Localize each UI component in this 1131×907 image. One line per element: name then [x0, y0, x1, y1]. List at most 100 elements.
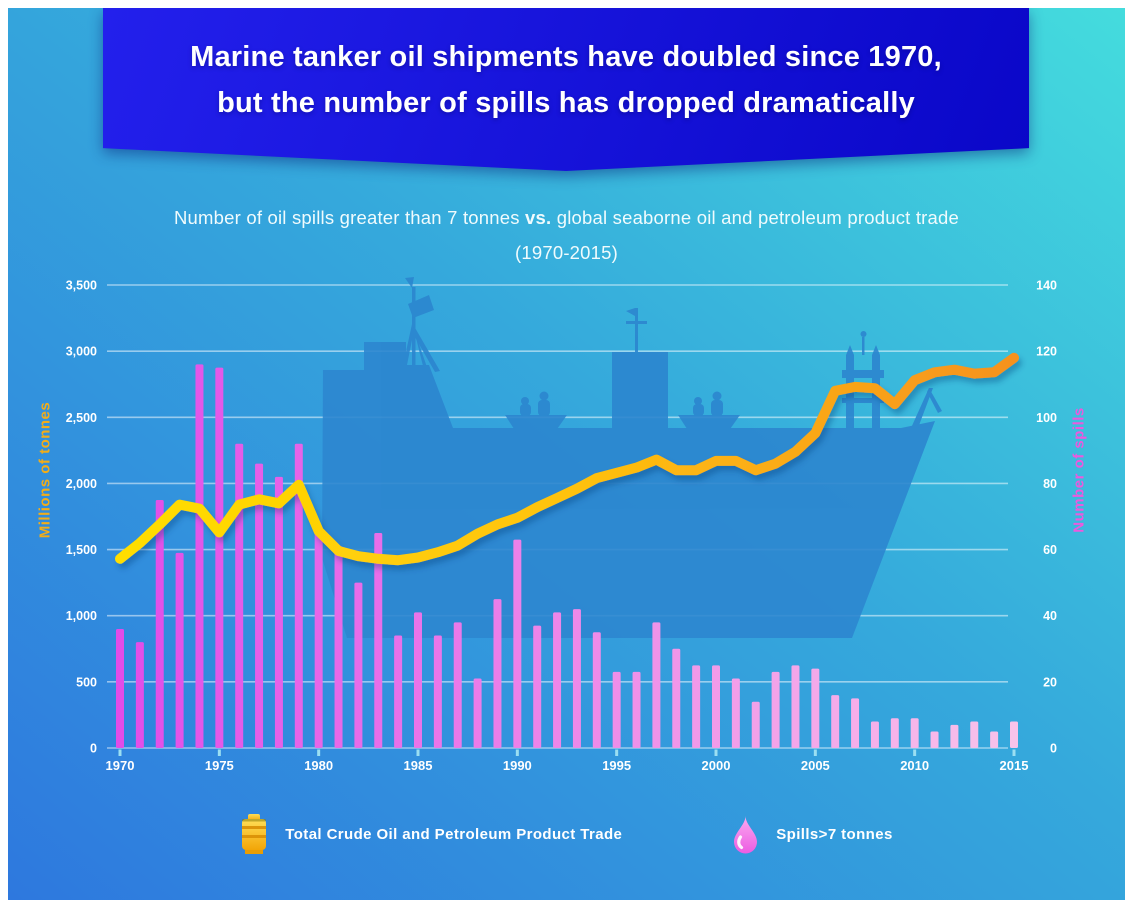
spill-bar [950, 724, 959, 748]
title-banner: Marine tanker oil shipments have doubled… [103, 8, 1029, 171]
legend-item-trade: Total Crude Oil and Petroleum Product Tr… [240, 814, 622, 855]
ship-pennant [405, 277, 414, 288]
page-title: Marine tanker oil shipments have doubled… [103, 35, 1029, 126]
title-banner-wrap: Marine tanker oil shipments have doubled… [103, 8, 1029, 178]
left-axis-tick-label: 0 [90, 742, 97, 756]
oil-drop-icon [734, 815, 758, 853]
subtitle-line: Number of oil spills greater than 7 tonn… [8, 204, 1125, 233]
oil-barrel-icon [242, 814, 267, 854]
left-axis-tick-label: 2,000 [66, 477, 97, 491]
small-boat-1 [505, 415, 567, 432]
right-axis-tick-label: 80 [1043, 477, 1057, 491]
x-axis-label: 1975 [205, 758, 234, 773]
ship-radar [408, 295, 434, 318]
spill-bar [731, 678, 740, 748]
title-line-1: Marine tanker oil shipments have doubled… [190, 41, 942, 73]
boat1-figure1 [520, 404, 531, 416]
spill-bar [314, 533, 323, 748]
spill-bar [970, 721, 979, 748]
boat1-figure2-head [539, 391, 549, 401]
ship-pylon-beam2 [842, 398, 884, 403]
x-axis-label: 2005 [801, 758, 830, 773]
boat1-figure2 [538, 400, 550, 416]
x-axis-tick [1012, 749, 1016, 756]
right-axis-tick-label: 100 [1036, 411, 1057, 425]
spill-bar [553, 612, 562, 748]
boat2-figure2-head [712, 391, 722, 401]
spill-bar [632, 671, 641, 748]
right-axis-tick-label: 120 [1036, 345, 1057, 359]
chart-subtitle: Number of oil spills greater than 7 tonn… [8, 204, 1125, 267]
spill-bar [791, 665, 800, 748]
spill-bar [712, 665, 720, 748]
spill-bar [652, 622, 661, 748]
left-axis-tick-label: 3,500 [66, 279, 97, 293]
spill-bar [453, 622, 462, 748]
x-axis-tick [217, 749, 221, 756]
right-axis-tick-labels: 140 120 100 80 60 40 20 0 [1036, 279, 1057, 756]
subtitle-vs: vs. [525, 207, 552, 228]
spill-bar [1010, 721, 1018, 748]
x-axis-tick [913, 749, 917, 756]
right-axis-tick-label: 60 [1043, 543, 1057, 557]
spill-bar [135, 642, 144, 748]
spill-bar [116, 628, 124, 748]
trade-line [115, 352, 1019, 566]
spill-bar [572, 609, 581, 748]
x-axis-label: 1985 [404, 758, 433, 773]
spill-bar [811, 668, 820, 748]
ship-deckhouse [612, 352, 668, 432]
subtitle-part1: Number of oil spills greater than 7 tonn… [174, 207, 520, 228]
x-axis-tick [615, 749, 619, 756]
spill-bar [294, 443, 303, 748]
legend-label-trade: Total Crude Oil and Petroleum Product Tr… [285, 826, 623, 843]
x-axis-tick [515, 749, 519, 756]
right-axis-title: Number of spills [1070, 407, 1088, 533]
spill-bar [354, 582, 363, 748]
spill-bar [513, 539, 522, 748]
left-axis-tick-label: 1,500 [66, 543, 97, 557]
legend: Total Crude Oil and Petroleum Product Tr… [8, 814, 1125, 855]
spills-bars [116, 364, 1018, 748]
spill-bar [672, 648, 681, 748]
spill-bar [235, 443, 244, 748]
left-axis-tick-label: 2,500 [66, 411, 97, 425]
ship-hull [322, 342, 935, 638]
x-axis-tick [416, 749, 420, 756]
spill-bar [930, 731, 939, 748]
spill-bar [612, 671, 621, 748]
spill-bar [394, 635, 403, 748]
ship-derrick [911, 388, 933, 428]
spill-bar [155, 499, 164, 748]
spill-bar [175, 552, 184, 748]
x-axis-labels: 1970 1975 1980 1985 1990 1995 2000 2005 2010 2015 [106, 758, 1029, 773]
boat2-figure1-head [694, 397, 702, 405]
x-axis-tick-marks [118, 749, 1016, 756]
x-axis-label: 1995 [602, 758, 631, 773]
left-axis-title: Millions of tonnes [36, 401, 54, 539]
spill-bar [414, 612, 422, 748]
spill-bar [493, 599, 502, 748]
spill-bar [910, 718, 919, 748]
spill-bar [533, 625, 542, 748]
ship-pylon-beam [842, 370, 884, 378]
spill-bar [592, 632, 601, 748]
infographic-background: Marine tanker oil shipments have doubled… [8, 8, 1125, 900]
x-axis-label: 2015 [1000, 758, 1029, 773]
left-axis-tick-labels: 3,500 3,000 2,500 2,000 1,500 1,000 500 0 [66, 279, 97, 756]
legend-label-spills: Spills>7 tonnes [776, 826, 893, 843]
spill-bar [751, 701, 760, 748]
spill-bar [433, 635, 442, 748]
x-axis-tick [118, 749, 122, 756]
spill-bar [215, 367, 224, 748]
x-axis-label: 2010 [900, 758, 929, 773]
legend-item-spills: Spills>7 tonnes [732, 815, 892, 855]
spill-bar [692, 665, 701, 748]
spill-bar [990, 731, 999, 748]
spill-bar [334, 546, 343, 748]
right-axis-tick-label: 20 [1043, 675, 1057, 689]
x-axis-label: 1990 [503, 758, 532, 773]
spill-bar [255, 463, 264, 748]
spill-bar [473, 678, 482, 748]
